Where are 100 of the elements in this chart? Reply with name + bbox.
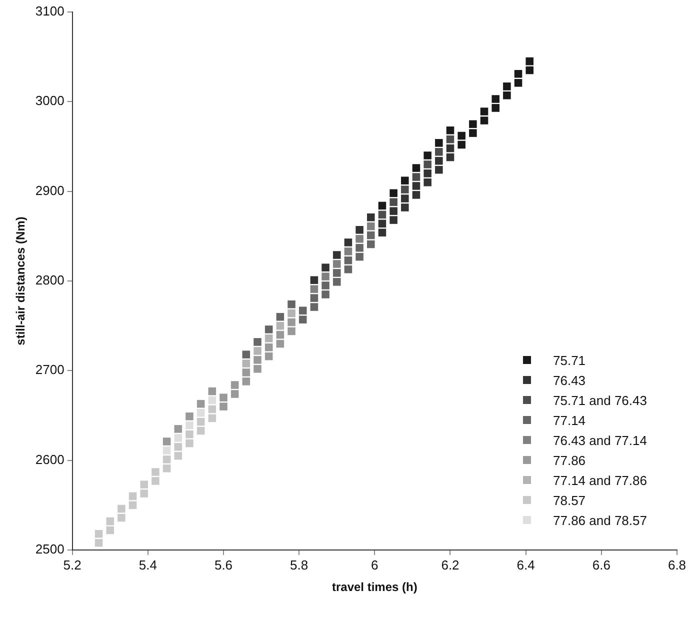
point [492,95,500,103]
x-tick-label: 5.4 [138,557,157,572]
point [298,316,307,324]
point [230,390,239,398]
point [332,260,341,268]
point [322,282,330,290]
point [242,360,250,368]
point [401,194,409,202]
point [424,160,432,168]
point [390,198,398,206]
point [366,240,375,248]
legend-label: 77.86 [553,452,586,468]
point [186,421,194,430]
point [264,343,273,352]
point [446,144,454,152]
point [412,191,420,199]
point [322,264,330,272]
point [162,446,171,454]
y-tick-label: 3000 [35,93,64,108]
point [276,322,284,330]
point [526,57,534,66]
point [264,352,273,360]
y-tick-label: 2700 [35,362,64,378]
point [276,340,284,348]
point [356,252,364,261]
point [196,400,205,408]
point [152,477,160,485]
point [344,265,352,274]
point [503,82,511,90]
legend-label: 77.86 and 78.57 [553,512,647,528]
point [174,425,182,433]
x-tick-label: 6 [371,557,378,572]
legend-label: 78.57 [553,492,586,508]
legend-label: 75.71 [553,352,586,368]
point [332,269,341,277]
point [366,213,375,222]
point [435,139,443,147]
point [401,176,409,184]
point [378,210,386,219]
point [446,153,454,162]
point [264,334,273,342]
point [208,405,216,414]
point [174,434,182,442]
point [162,438,171,446]
point [458,140,466,149]
point [356,226,364,234]
point [174,442,182,451]
point [162,464,171,472]
point [242,378,250,386]
point [378,228,386,236]
x-tick-label: 5.8 [290,557,308,572]
point [424,178,432,186]
point [378,220,386,228]
point [446,126,454,134]
point [230,381,239,389]
point [208,387,216,396]
point [310,276,318,284]
point [514,70,522,78]
point [196,418,205,426]
point [390,189,398,198]
point [94,538,103,547]
point [264,326,273,334]
point [401,204,409,212]
x-tick-label: 6.2 [441,557,460,572]
y-tick-label: 2600 [35,452,64,467]
point [128,501,137,510]
point [401,186,409,194]
point [276,330,284,339]
point [242,368,250,376]
point [208,414,216,422]
point [140,480,148,488]
y-tick-label: 2800 [35,272,64,288]
point [356,244,364,252]
point [254,338,262,346]
point [503,92,511,100]
point [140,490,148,498]
x-tick-label: 5.2 [63,557,82,572]
point [196,426,205,435]
point [435,166,443,174]
legend-label: 76.43 and 77.14 [553,432,647,448]
point [344,248,352,256]
point [526,66,534,74]
x-axis-title: travel times (h) [332,580,418,594]
y-tick-label: 2900 [35,182,64,198]
point [514,78,522,87]
point [276,312,284,321]
point [480,116,488,124]
y-axis-title: still-air distances (Nm) [14,216,28,346]
point [480,108,488,116]
point [310,294,318,302]
point [298,306,307,314]
point [435,156,443,165]
point [94,530,103,538]
point [174,452,182,460]
point [332,278,341,286]
point [469,120,477,128]
point [118,504,126,513]
point [366,231,375,240]
point [242,350,250,358]
x-tick-label: 5.6 [214,557,233,572]
